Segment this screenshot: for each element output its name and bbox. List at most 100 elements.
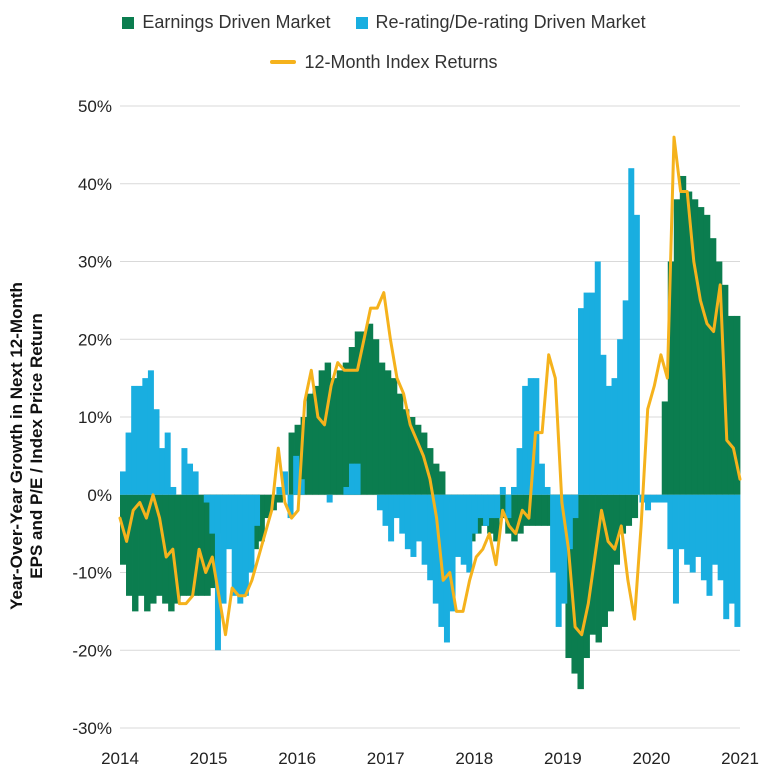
- earnings-bar: [156, 494, 163, 596]
- rerating-bar: [656, 494, 663, 503]
- x-tick-labels: 2014 2015 2016 2017 2018 2019 2020 2021: [101, 749, 759, 768]
- earnings-bar: [348, 347, 356, 495]
- rerating-bar: [349, 463, 355, 495]
- rerating-bar: [237, 494, 244, 604]
- rerating-bar: [287, 494, 294, 519]
- rerating-bar: [136, 385, 143, 495]
- legend-label-returns: 12-Month Index Returns: [304, 51, 498, 72]
- earnings-bar: [511, 494, 518, 542]
- earnings-bar: [288, 432, 295, 495]
- x-tick-label: 2019: [544, 749, 582, 768]
- rerating-bar: [120, 471, 126, 495]
- earnings-bar: [529, 494, 536, 526]
- rerating-bar: [555, 494, 562, 627]
- y-tick-label: 50%: [78, 97, 112, 116]
- rerating-bar: [125, 432, 132, 495]
- rerating-bar: [416, 494, 423, 542]
- rerating-bar: [187, 463, 194, 495]
- legend-line-returns: [270, 60, 297, 64]
- earnings-bar: [126, 494, 133, 596]
- rerating-bar: [689, 494, 696, 573]
- rerating-bar: [628, 168, 635, 495]
- legend-label-rerating: Re-rating/De-rating Driven Market: [375, 12, 646, 32]
- rerating-bar: [516, 448, 523, 495]
- rerating-bar: [672, 494, 679, 604]
- earnings-bar: [138, 494, 145, 596]
- earnings-bar: [174, 494, 181, 604]
- y-tick-label: -20%: [72, 641, 112, 660]
- earnings-bar: [276, 494, 283, 503]
- rerating-bar: [298, 479, 305, 495]
- earnings-bar: [198, 494, 205, 596]
- rerating-bar: [326, 494, 333, 503]
- rerating-bar: [728, 494, 735, 604]
- rerating-bar: [578, 308, 585, 495]
- rerating-bar: [499, 486, 506, 495]
- x-tick-label: 2014: [101, 749, 139, 768]
- earnings-bar: [264, 494, 271, 519]
- y-tick-label: -10%: [72, 564, 112, 583]
- rerating-bar: [410, 494, 417, 557]
- earnings-bar: [402, 409, 410, 495]
- rerating-bar: [354, 463, 361, 495]
- earnings-bar: [144, 494, 151, 612]
- earnings-bar: [396, 393, 404, 495]
- y-tick-label: 0%: [87, 486, 112, 505]
- rerating-bar: [427, 494, 434, 581]
- earnings-bar: [150, 494, 157, 604]
- earnings-bar: [318, 370, 326, 495]
- rerating-bar: [153, 409, 160, 495]
- rerating-bar: [471, 494, 478, 534]
- rerating-bar: [622, 300, 629, 495]
- earnings-bar: [210, 494, 217, 589]
- rerating-bar: [421, 494, 428, 565]
- rerating-bar: [443, 494, 450, 643]
- rerating-bar: [522, 385, 529, 495]
- rerating-bar: [667, 494, 674, 550]
- earnings-bar: [306, 393, 314, 495]
- rerating-bar: [376, 494, 383, 511]
- earnings-bar: [354, 331, 362, 495]
- earnings-bar: [330, 378, 338, 495]
- y-tick-label: -30%: [72, 719, 112, 738]
- rerating-bar: [544, 486, 551, 495]
- rerating-bar: [203, 494, 210, 503]
- earnings-bar: [631, 494, 639, 519]
- earnings-bar: [583, 494, 590, 659]
- earnings-bar: [715, 261, 723, 495]
- rerating-bar: [209, 494, 216, 534]
- earnings-bar: [541, 494, 548, 526]
- earnings-bar: [673, 199, 681, 495]
- earnings-bar: [342, 362, 350, 495]
- earnings-bar: [192, 494, 199, 596]
- earnings-bar: [625, 494, 633, 526]
- earnings-bar: [703, 214, 711, 495]
- rerating-bar: [678, 494, 685, 550]
- earnings-bar: [439, 471, 446, 495]
- y-tick-label: 40%: [78, 175, 112, 194]
- rerating-bar: [594, 261, 601, 495]
- rerating-bar: [488, 494, 495, 519]
- rerating-bar: [611, 378, 618, 495]
- earnings-bar: [408, 417, 416, 495]
- rerating-bar: [131, 385, 138, 495]
- rerating-bar: [510, 486, 517, 495]
- rerating-bar: [589, 292, 596, 495]
- earnings-bar: [523, 494, 530, 526]
- earnings-bar: [336, 370, 344, 495]
- rerating-bar: [684, 494, 691, 565]
- earnings-bar: [679, 175, 687, 495]
- rerating-bar: [494, 494, 501, 519]
- earnings-bar: [384, 370, 392, 495]
- legend-row-2: 12-Month Index Returns: [0, 48, 768, 73]
- rerating-bar: [460, 494, 467, 565]
- rerating-bar: [617, 339, 624, 495]
- earnings-bar: [366, 323, 374, 495]
- rerating-bar: [645, 494, 652, 511]
- rerating-bar: [561, 494, 568, 604]
- rerating-bar: [293, 455, 300, 495]
- x-tick-label: 2018: [455, 749, 493, 768]
- x-tick-label: 2017: [367, 749, 405, 768]
- returns-line-group: [118, 135, 742, 637]
